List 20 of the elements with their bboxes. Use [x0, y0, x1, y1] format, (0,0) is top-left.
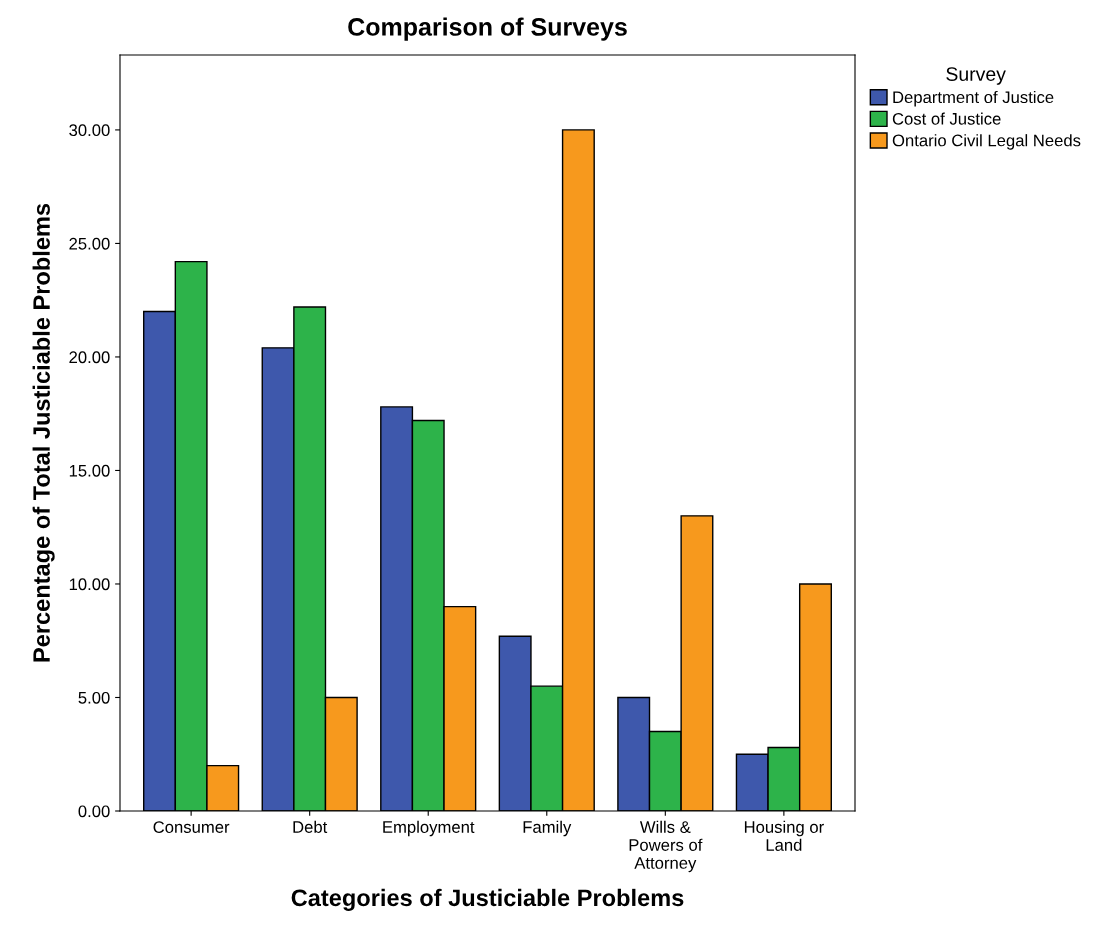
- y-tick-label: 15.00: [69, 464, 110, 477]
- legend-label: Ontario Civil Legal Needs: [892, 134, 1081, 150]
- y-tick-label: 25.00: [69, 237, 110, 250]
- legend-label: Cost of Justice: [892, 112, 1001, 125]
- chart-title: Comparison of Surveys: [348, 17, 627, 41]
- y-tick-label: 10.00: [69, 578, 110, 591]
- x-tick-label: Employment: [383, 820, 475, 837]
- y-tick-label: 0.00: [78, 805, 110, 818]
- x-tick-label: Wills & Powers of Attorney: [629, 820, 703, 873]
- x-tick-label: Housing or Land: [744, 820, 824, 851]
- x-axis-title: Categories of Justiciable Problems: [291, 888, 684, 911]
- x-tick-label: Consumer: [153, 821, 230, 833]
- y-tick-label: 20.00: [69, 351, 110, 364]
- y-tick-label: 5.00: [78, 691, 110, 704]
- y-tick-label: 30.00: [69, 124, 110, 137]
- y-axis-title: Percentage of Total Justiciable Problems: [32, 203, 55, 662]
- x-tick-label: Family: [523, 820, 572, 837]
- legend-title: Survey: [946, 67, 1006, 85]
- legend-label: Department of Justice: [893, 90, 1054, 107]
- x-tick-label: Debt: [293, 820, 328, 833]
